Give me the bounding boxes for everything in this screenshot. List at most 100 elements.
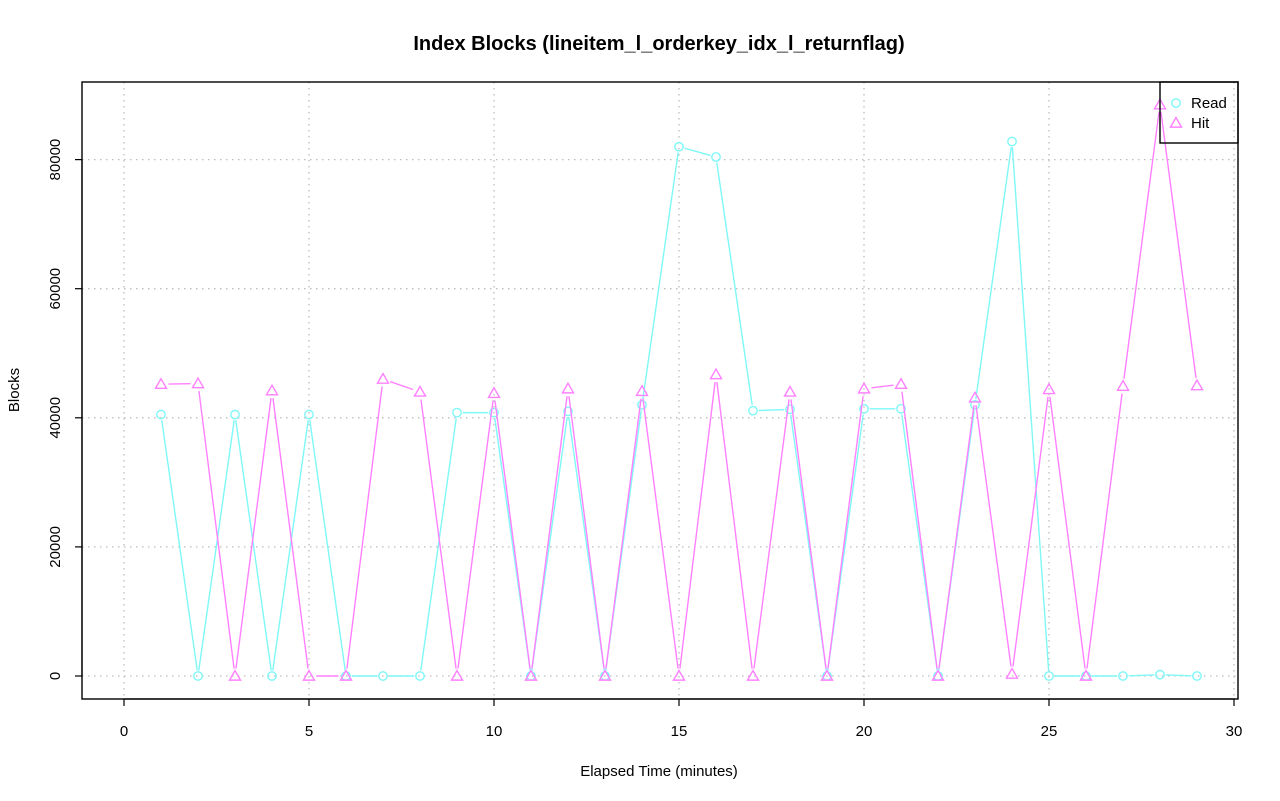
read-point [489, 407, 499, 418]
series-segment-read [198, 420, 235, 671]
read-point [1007, 136, 1017, 147]
series-segment-hit [827, 396, 864, 669]
hit-point [746, 669, 760, 681]
hit-point [450, 669, 464, 681]
series-segment-read [309, 420, 346, 671]
series-segment-hit [871, 384, 894, 389]
read-point [1192, 671, 1202, 681]
series-segment-read [1165, 674, 1192, 677]
series-segment-hit [679, 381, 716, 669]
series-segment-hit [389, 380, 414, 391]
hit-point [857, 381, 871, 394]
legend-marker-hit [1169, 116, 1183, 128]
read-point [452, 407, 462, 418]
hit-point [376, 372, 390, 384]
series-segment-hit [1086, 393, 1123, 669]
read-point [859, 403, 869, 414]
plot-frame [81, 81, 1239, 700]
hit-point [191, 376, 205, 389]
series-segment-hit [1160, 112, 1197, 379]
read-point [267, 671, 277, 681]
hit-point [228, 669, 242, 681]
hit-point [265, 383, 279, 396]
series-segment-read [716, 162, 753, 406]
series-segment-hit [457, 400, 494, 669]
x-tick-label: 5 [305, 723, 313, 740]
hit-point [598, 669, 612, 681]
y-tick-label: 40000 [47, 397, 64, 439]
x-tick-label: 25 [1041, 723, 1058, 740]
series-segment-hit [235, 398, 272, 669]
read-point [1044, 671, 1054, 681]
hit-point [154, 377, 168, 390]
series-segment-hit [716, 381, 753, 669]
hit-point [968, 390, 982, 403]
series-segment-read [758, 408, 785, 412]
hit-point [635, 384, 649, 397]
read-point [563, 406, 573, 417]
read-point [896, 403, 906, 414]
x-tick-label: 10 [486, 723, 503, 740]
read-point [970, 399, 980, 410]
series-segment-hit [1012, 396, 1049, 667]
y-tick-label: 60000 [47, 268, 64, 310]
read-point [1118, 671, 1128, 681]
y-tick-label: 80000 [47, 139, 64, 181]
series-segment-hit [790, 399, 827, 669]
series-segment-read [1128, 674, 1155, 677]
read-point [711, 152, 721, 162]
series-segment-hit [642, 398, 679, 669]
hit-point [561, 381, 575, 394]
series-segment-hit [346, 386, 383, 669]
read-point [378, 671, 388, 681]
hit-point [524, 669, 538, 681]
grid [82, 82, 1238, 699]
hit-point [1190, 378, 1204, 391]
legend: Read Hit [1159, 81, 1239, 144]
read-point [748, 405, 758, 416]
series-segment-hit [420, 399, 457, 669]
read-point [674, 141, 684, 152]
hit-point [783, 385, 797, 397]
series-segment-hit [568, 396, 605, 669]
hit-point [413, 385, 427, 397]
x-tick-label: 0 [120, 723, 128, 740]
read-point [193, 671, 203, 681]
series-segment-hit [975, 405, 1012, 667]
read-point [785, 404, 795, 415]
legend-label-read: Read [1191, 95, 1227, 112]
hit-point [672, 669, 686, 681]
x-tick-label: 15 [671, 723, 688, 740]
hit-point [1042, 382, 1056, 395]
hit-point [339, 669, 353, 681]
legend-marker-read [1171, 98, 1181, 108]
read-point [304, 409, 314, 420]
series-segment-read [420, 418, 457, 671]
series-segment-read [642, 152, 679, 400]
series-segment-read [684, 147, 711, 157]
series-segment-hit [605, 398, 642, 669]
hit-point [894, 377, 908, 390]
read-point [230, 409, 240, 420]
hit-point [931, 669, 945, 681]
y-tick-label: 0 [47, 672, 64, 680]
hit-point [1079, 669, 1093, 681]
legend-box [1159, 81, 1239, 144]
series-segment-read [235, 420, 272, 671]
series-segment-read [272, 420, 309, 671]
hit-point [1005, 667, 1019, 679]
x-tick-label: 20 [856, 723, 873, 740]
y-tick-label: 20000 [47, 526, 64, 568]
read-point [637, 399, 647, 410]
series-hit [154, 97, 1204, 681]
read-point [415, 671, 425, 681]
series-segment-hit [1049, 396, 1086, 669]
y-axis-label: Blocks [6, 368, 23, 412]
series-segment-hit [494, 400, 531, 669]
series-segment-hit [198, 390, 235, 669]
x-axis-label: Elapsed Time (minutes) [580, 763, 738, 780]
legend-label-hit: Hit [1191, 115, 1210, 132]
series-segment-hit [531, 396, 568, 669]
series-segment-hit [272, 398, 309, 669]
